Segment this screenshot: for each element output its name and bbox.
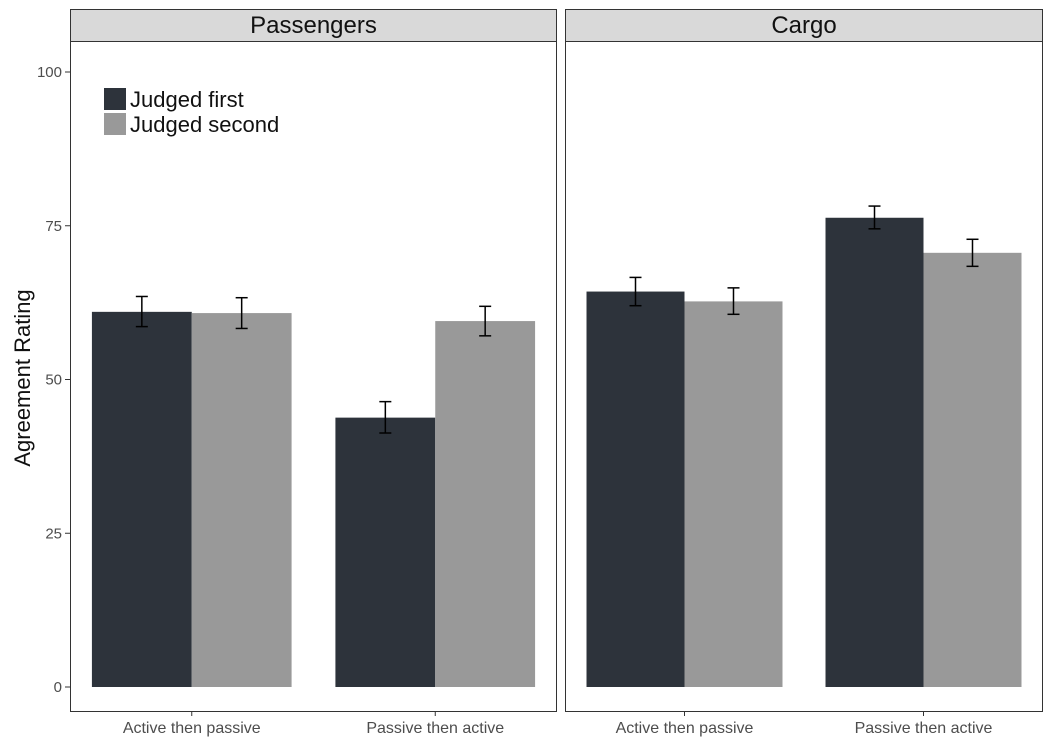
- y-tick-label: 75: [45, 218, 62, 235]
- error-bar: [379, 400, 392, 434]
- x-tick-label: Passive then active: [366, 720, 504, 737]
- bar: [91, 311, 192, 687]
- y-axis-title: Agreement Rating: [10, 289, 35, 466]
- panel-cargo: Cargo Active then passive Passive then act…: [565, 9, 1043, 737]
- bar: [335, 417, 436, 687]
- bar: [435, 321, 536, 687]
- bar: [586, 291, 685, 687]
- legend-label: Judged second: [130, 112, 279, 137]
- bar: [923, 252, 1022, 687]
- error-bar: [235, 296, 248, 330]
- error-bar: [629, 276, 642, 307]
- error-bar: [868, 205, 881, 230]
- x-tick-label: Active then passive: [616, 720, 754, 737]
- error-bar: [135, 295, 148, 328]
- y-tick-label: 0: [54, 679, 62, 696]
- error-bar: [479, 305, 492, 337]
- chart-panels: Passengers 0 25 50 75 100 Active then passive P…: [37, 9, 1043, 737]
- legend-key: [104, 88, 126, 110]
- bar: [191, 313, 292, 687]
- panel-passengers: Passengers 0 25 50 75 100 Active then passive P…: [37, 9, 557, 737]
- bar: [684, 301, 783, 687]
- y-tick-label: 50: [45, 372, 62, 389]
- bar: [825, 217, 924, 687]
- x-tick-label: Active then passive: [123, 720, 261, 737]
- y-tick-label: 25: [45, 525, 62, 542]
- x-tick-label: Passive then active: [855, 720, 993, 737]
- error-bar: [727, 287, 740, 316]
- y-tick-label: 100: [37, 64, 62, 81]
- legend-key: [104, 113, 126, 135]
- facet-title: Passengers: [250, 12, 377, 39]
- error-bar: [966, 238, 979, 268]
- facet-strip: [565, 9, 1043, 42]
- panel-border: [70, 41, 557, 712]
- legend-label: Judged first: [130, 87, 244, 112]
- facet-title: Cargo: [771, 12, 836, 39]
- facet-strip: [70, 9, 557, 42]
